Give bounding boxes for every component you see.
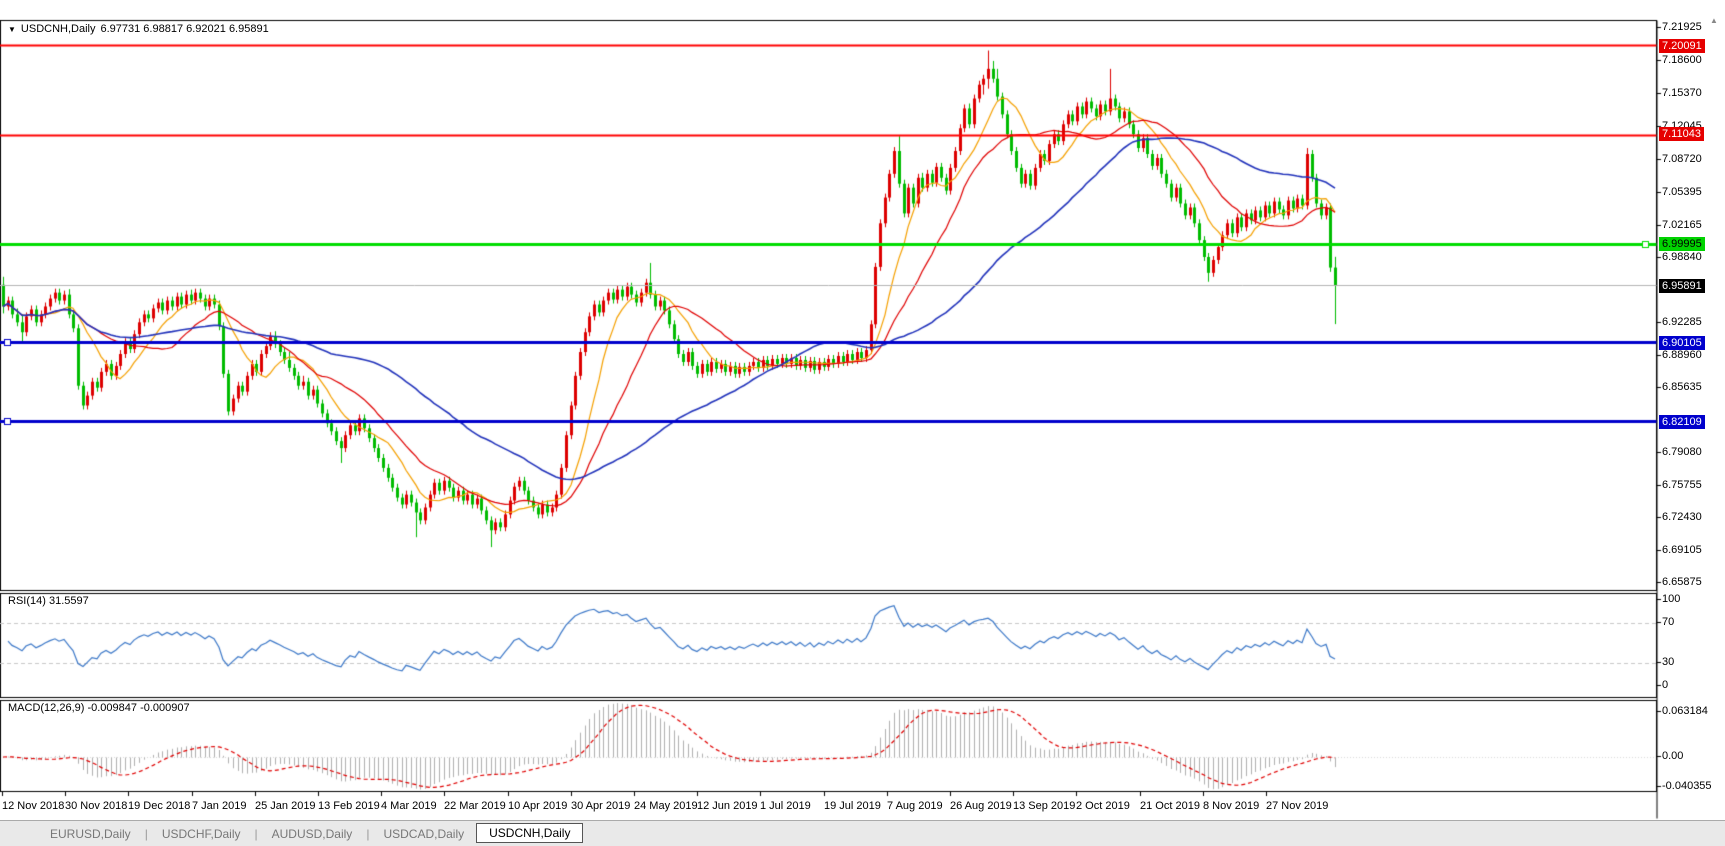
price-tick-6.92285: 6.92285 [1662,316,1702,328]
date-label: 12 Jun 2019 [697,800,758,812]
price-tick-7.21925: 7.21925 [1662,21,1702,33]
date-label: 26 Aug 2019 [950,800,1012,812]
rsi-indicator-label: RSI(14) 31.5597 [8,595,89,607]
rsi-tick-30: 30 [1662,656,1675,668]
date-label: 13 Sep 2019 [1013,800,1076,812]
date-label: 1 Jul 2019 [760,800,811,812]
price-tick-6.85635: 6.85635 [1662,381,1702,393]
price-tick-6.75755: 6.75755 [1662,479,1702,491]
price-tick-6.79080: 6.79080 [1662,446,1702,458]
macd-tick-0.063184: 0.063184 [1662,705,1708,717]
date-label: 30 Nov 2018 [65,800,128,812]
rsi-tick-100: 100 [1662,593,1681,605]
price-tick-7.02165: 7.02165 [1662,219,1702,231]
tab-usdcnh[interactable]: USDCNH,Daily [476,823,584,843]
price-tick-7.15370: 7.15370 [1662,87,1702,99]
price-badge-7.20091: 7.20091 [1659,39,1705,53]
chart-title: ▼ USDCNH,Daily 6.97731 6.98817 6.92021 6… [8,23,269,35]
tab-audusd[interactable]: AUDUSD,Daily [271,826,353,841]
price-tick-7.08720: 7.08720 [1662,153,1702,165]
macd-tick--0.040355: -0.040355 [1662,780,1712,792]
tab-divider: | [254,826,258,841]
date-label: 8 Nov 2019 [1203,800,1260,812]
price-tick-7.05395: 7.05395 [1662,186,1702,198]
tab-eurusd[interactable]: EURUSD,Daily [50,826,131,841]
price-tick-6.65875: 6.65875 [1662,576,1702,588]
date-label: 19 Dec 2018 [128,800,191,812]
date-label: 7 Aug 2019 [887,800,943,812]
price-tick-6.98840: 6.98840 [1662,251,1702,263]
price-badge-6.95891: 6.95891 [1659,279,1705,293]
date-label: 30 Apr 2019 [571,800,631,812]
date-label: 21 Oct 2019 [1140,800,1200,812]
rsi-tick-0: 0 [1662,679,1669,691]
rsi-tick-70: 70 [1662,616,1675,628]
date-label: 13 Feb 2019 [318,800,380,812]
date-label: 2 Oct 2019 [1076,800,1130,812]
tab-divider: | [144,826,148,841]
price-tick-7.18600: 7.18600 [1662,54,1702,66]
date-label: 27 Nov 2019 [1266,800,1329,812]
date-label: 24 May 2019 [634,800,698,812]
price-badge-7.11043: 7.11043 [1659,127,1704,141]
price-badge-6.99995: 6.99995 [1659,237,1705,251]
date-label: 4 Mar 2019 [381,800,437,812]
macd-indicator-label: MACD(12,26,9) -0.009847 -0.000907 [8,702,190,714]
chart-marker-icon[interactable]: ▼ [8,24,16,34]
date-label: 22 Mar 2019 [444,800,506,812]
price-tick-6.69105: 6.69105 [1662,544,1702,556]
tab-usdchf[interactable]: USDCHF,Daily [161,826,241,841]
price-badge-6.82109: 6.82109 [1659,415,1705,429]
date-label: 10 Apr 2019 [508,800,568,812]
axis-scroll-marker-icon[interactable]: ▲ [1710,16,1718,25]
macd-tick-0.00: 0.00 [1662,750,1684,762]
chart-tab-bar: EURUSD,Daily | USDCHF,Daily | AUDUSD,Daily | U… [0,820,1725,846]
date-label: 25 Jan 2019 [255,800,316,812]
price-tick-6.88960: 6.88960 [1662,349,1702,361]
date-label: 12 Nov 2018 [2,800,65,812]
chart-ohlc-values: 6.97731 6.98817 6.92021 6.95891 [100,23,269,35]
price-badge-6.90105: 6.90105 [1659,336,1705,350]
date-label: 19 Jul 2019 [824,800,881,812]
chart-symbol-label: USDCNH,Daily [20,23,96,35]
tab-usdcad[interactable]: USDCAD,Daily [383,826,465,841]
date-label: 7 Jan 2019 [192,800,247,812]
price-tick-6.72430: 6.72430 [1662,511,1702,523]
tab-divider: | [366,826,370,841]
